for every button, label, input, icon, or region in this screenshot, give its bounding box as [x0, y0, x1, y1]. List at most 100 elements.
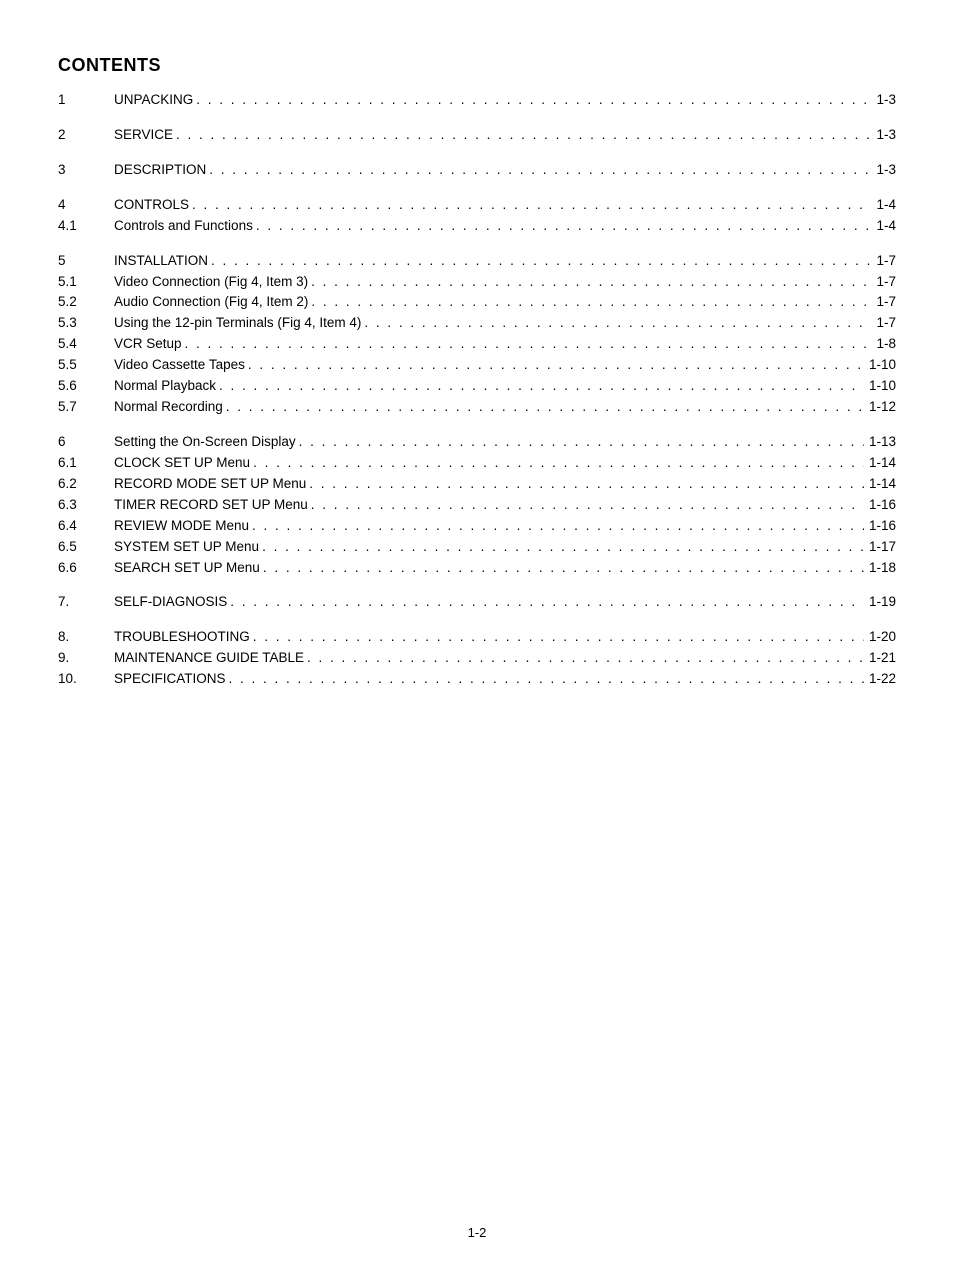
toc-entry-label: CLOCK SET UP Menu — [114, 453, 250, 474]
toc-dot-leader — [226, 397, 864, 418]
toc-section-number: 6.6 — [58, 558, 114, 579]
toc-dot-leader — [253, 627, 864, 648]
toc-section-number: 6.1 — [58, 453, 114, 474]
toc-dot-leader — [230, 592, 864, 613]
toc-section-number: 6.3 — [58, 495, 114, 516]
toc-section-number: 4.1 — [58, 216, 114, 237]
toc-row: 5INSTALLATION1-7 — [58, 251, 896, 272]
toc-page-number: 1-7 — [874, 251, 896, 272]
toc-row: 3DESCRIPTION1-3 — [58, 160, 896, 181]
toc-entry-label: UNPACKING — [114, 90, 193, 111]
toc-page-number: 1-16 — [867, 516, 896, 537]
toc-page-number: 1-19 — [867, 592, 896, 613]
toc-entry-label: RECORD MODE SET UP Menu — [114, 474, 306, 495]
toc-entry-label: Normal Playback — [114, 376, 216, 397]
toc-section-number: 10. — [58, 669, 114, 690]
toc-entry-label: SEARCH SET UP Menu — [114, 558, 260, 579]
toc-section-number: 8. — [58, 627, 114, 648]
toc-dot-leader — [185, 334, 872, 355]
toc-dot-leader — [229, 669, 864, 690]
toc-row: 2SERVICE1-3 — [58, 125, 896, 146]
toc-row: 4.1Controls and Functions1-4 — [58, 216, 896, 237]
toc-entry-label: Audio Connection (Fig 4, Item 2) — [114, 292, 308, 313]
toc-page-number: 1-14 — [867, 453, 896, 474]
toc-entry-label: MAINTENANCE GUIDE TABLE — [114, 648, 304, 669]
toc-row: 6.6SEARCH SET UP Menu 1-18 — [58, 558, 896, 579]
toc-page-number: 1-3 — [874, 125, 896, 146]
toc-section-number: 9. — [58, 648, 114, 669]
page-number-footer: 1-2 — [0, 1225, 954, 1240]
toc-dot-leader — [299, 432, 864, 453]
toc-row: 6.2RECORD MODE SET UP Menu1-14 — [58, 474, 896, 495]
toc-page-number: 1-4 — [874, 216, 896, 237]
toc-dot-leader — [364, 313, 871, 334]
toc-entry-label: CONTROLS — [114, 195, 189, 216]
page-title: CONTENTS — [58, 55, 896, 76]
toc-entry-label: Using the 12-pin Terminals (Fig 4, Item … — [114, 313, 361, 334]
toc-page-number: 1-22 — [867, 669, 896, 690]
toc-row: 6.4REVIEW MODE Menu1-16 — [58, 516, 896, 537]
toc-section-number: 6.4 — [58, 516, 114, 537]
toc-entry-label: Normal Recording — [114, 397, 223, 418]
toc-section-number: 6.5 — [58, 537, 114, 558]
toc-entry-label: TIMER RECORD SET UP Menu — [114, 495, 308, 516]
toc-row: 8.TROUBLESHOOTING 1-20 — [58, 627, 896, 648]
toc-group: 1UNPACKING1-3 — [58, 90, 896, 111]
toc-entry-label: VCR Setup — [114, 334, 182, 355]
toc-row: 5.2Audio Connection (Fig 4, Item 2) 1-7 — [58, 292, 896, 313]
toc-section-number: 5.6 — [58, 376, 114, 397]
toc-row: 1UNPACKING1-3 — [58, 90, 896, 111]
toc-group: 6Setting the On-Screen Display1-136.1CLO… — [58, 432, 896, 578]
toc-row: 5.5Video Cassette Tapes 1-10 — [58, 355, 896, 376]
toc-dot-leader — [211, 251, 871, 272]
toc-dot-leader — [307, 648, 864, 669]
toc-dot-leader — [219, 376, 864, 397]
toc-row: 9.MAINTENANCE GUIDE TABLE 1-21 — [58, 648, 896, 669]
toc-dot-leader — [263, 558, 864, 579]
toc-group: 5INSTALLATION1-75.1Video Connection (Fig… — [58, 251, 896, 418]
toc-page-number: 1-13 — [867, 432, 896, 453]
toc-section-number: 4 — [58, 195, 114, 216]
document-page: CONTENTS 1UNPACKING1-32SERVICE1-33DESCRI… — [0, 0, 954, 1272]
toc-section-number: 5.4 — [58, 334, 114, 355]
toc-dot-leader — [311, 495, 864, 516]
toc-page-number: 1-7 — [874, 272, 896, 293]
toc-section-number: 5.2 — [58, 292, 114, 313]
toc-section-number: 2 — [58, 125, 114, 146]
toc-dot-leader — [176, 125, 871, 146]
toc-entry-label: TROUBLESHOOTING — [114, 627, 250, 648]
toc-page-number: 1-21 — [867, 648, 896, 669]
toc-dot-leader — [252, 516, 864, 537]
toc-page-number: 1-10 — [867, 355, 896, 376]
toc-dot-leader — [253, 453, 864, 474]
toc-page-number: 1-12 — [867, 397, 896, 418]
toc-dot-leader — [262, 537, 864, 558]
toc-entry-label: SELF-DIAGNOSIS — [114, 592, 227, 613]
toc-section-number: 5.7 — [58, 397, 114, 418]
toc-row: 4CONTROLS1-4 — [58, 195, 896, 216]
toc-dot-leader — [256, 216, 872, 237]
toc-dot-leader — [311, 272, 871, 293]
toc-group: 7.SELF-DIAGNOSIS1-19 — [58, 592, 896, 613]
toc-section-number: 5.5 — [58, 355, 114, 376]
toc-dot-leader — [209, 160, 871, 181]
toc-row: 7.SELF-DIAGNOSIS1-19 — [58, 592, 896, 613]
toc-row: 6Setting the On-Screen Display1-13 — [58, 432, 896, 453]
toc-row: 6.1CLOCK SET UP Menu 1-14 — [58, 453, 896, 474]
toc-page-number: 1-3 — [874, 90, 896, 111]
toc-group: 8.TROUBLESHOOTING1-209.MAINTENANCE GUIDE… — [58, 627, 896, 690]
toc-page-number: 1-20 — [867, 627, 896, 648]
toc-page-number: 1-18 — [867, 558, 896, 579]
toc-page-number: 1-7 — [874, 292, 896, 313]
toc-row: 6.3TIMER RECORD SET UP Menu1-16 — [58, 495, 896, 516]
toc-group: 2SERVICE1-3 — [58, 125, 896, 146]
toc-section-number: 5.3 — [58, 313, 114, 334]
toc-row: 10.SPECIFICATIONS 1-22 — [58, 669, 896, 690]
toc-entry-label: DESCRIPTION — [114, 160, 206, 181]
toc-entry-label: SPECIFICATIONS — [114, 669, 226, 690]
toc-entry-label: INSTALLATION — [114, 251, 208, 272]
toc-entry-label: Video Connection (Fig 4, Item 3) — [114, 272, 308, 293]
toc-page-number: 1-14 — [867, 474, 896, 495]
toc-page-number: 1-7 — [874, 313, 896, 334]
toc-entry-label: Video Cassette Tapes — [114, 355, 245, 376]
